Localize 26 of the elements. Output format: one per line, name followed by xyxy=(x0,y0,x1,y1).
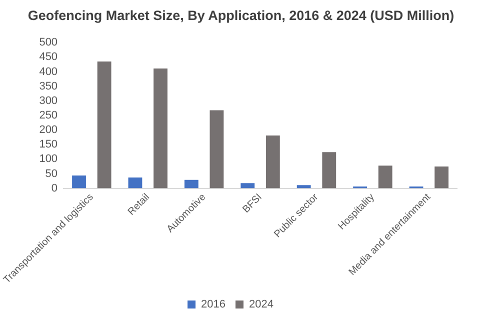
y-tick-label: 250 xyxy=(39,109,58,122)
y-tick-label: 150 xyxy=(39,138,58,151)
bar xyxy=(72,175,86,188)
bar xyxy=(266,136,280,188)
y-tick-label: 100 xyxy=(39,153,58,166)
bar xyxy=(97,62,112,188)
y-tick-label: 0 xyxy=(51,182,58,194)
y-tick-label: 350 xyxy=(39,80,58,92)
bar xyxy=(210,110,224,188)
y-tick-label: 500 xyxy=(39,36,58,49)
bar xyxy=(184,180,198,188)
bar xyxy=(240,183,255,188)
bar xyxy=(296,185,311,188)
y-tick-label: 50 xyxy=(45,168,58,180)
y-tick-label: 450 xyxy=(39,51,58,64)
legend-label: 2016 xyxy=(201,298,226,311)
chart-title: Geofencing Market Size, By Application, 2016 & 2024 (USD Million) xyxy=(26,8,456,23)
bar xyxy=(378,166,392,188)
y-tick-label: 200 xyxy=(39,124,58,136)
bar xyxy=(434,166,448,188)
y-tick-label: 300 xyxy=(39,94,58,107)
bar xyxy=(322,152,336,188)
y-tick-label: 400 xyxy=(39,66,58,78)
bar xyxy=(128,178,142,188)
legend-label: 2024 xyxy=(249,298,274,311)
bar xyxy=(154,68,168,188)
